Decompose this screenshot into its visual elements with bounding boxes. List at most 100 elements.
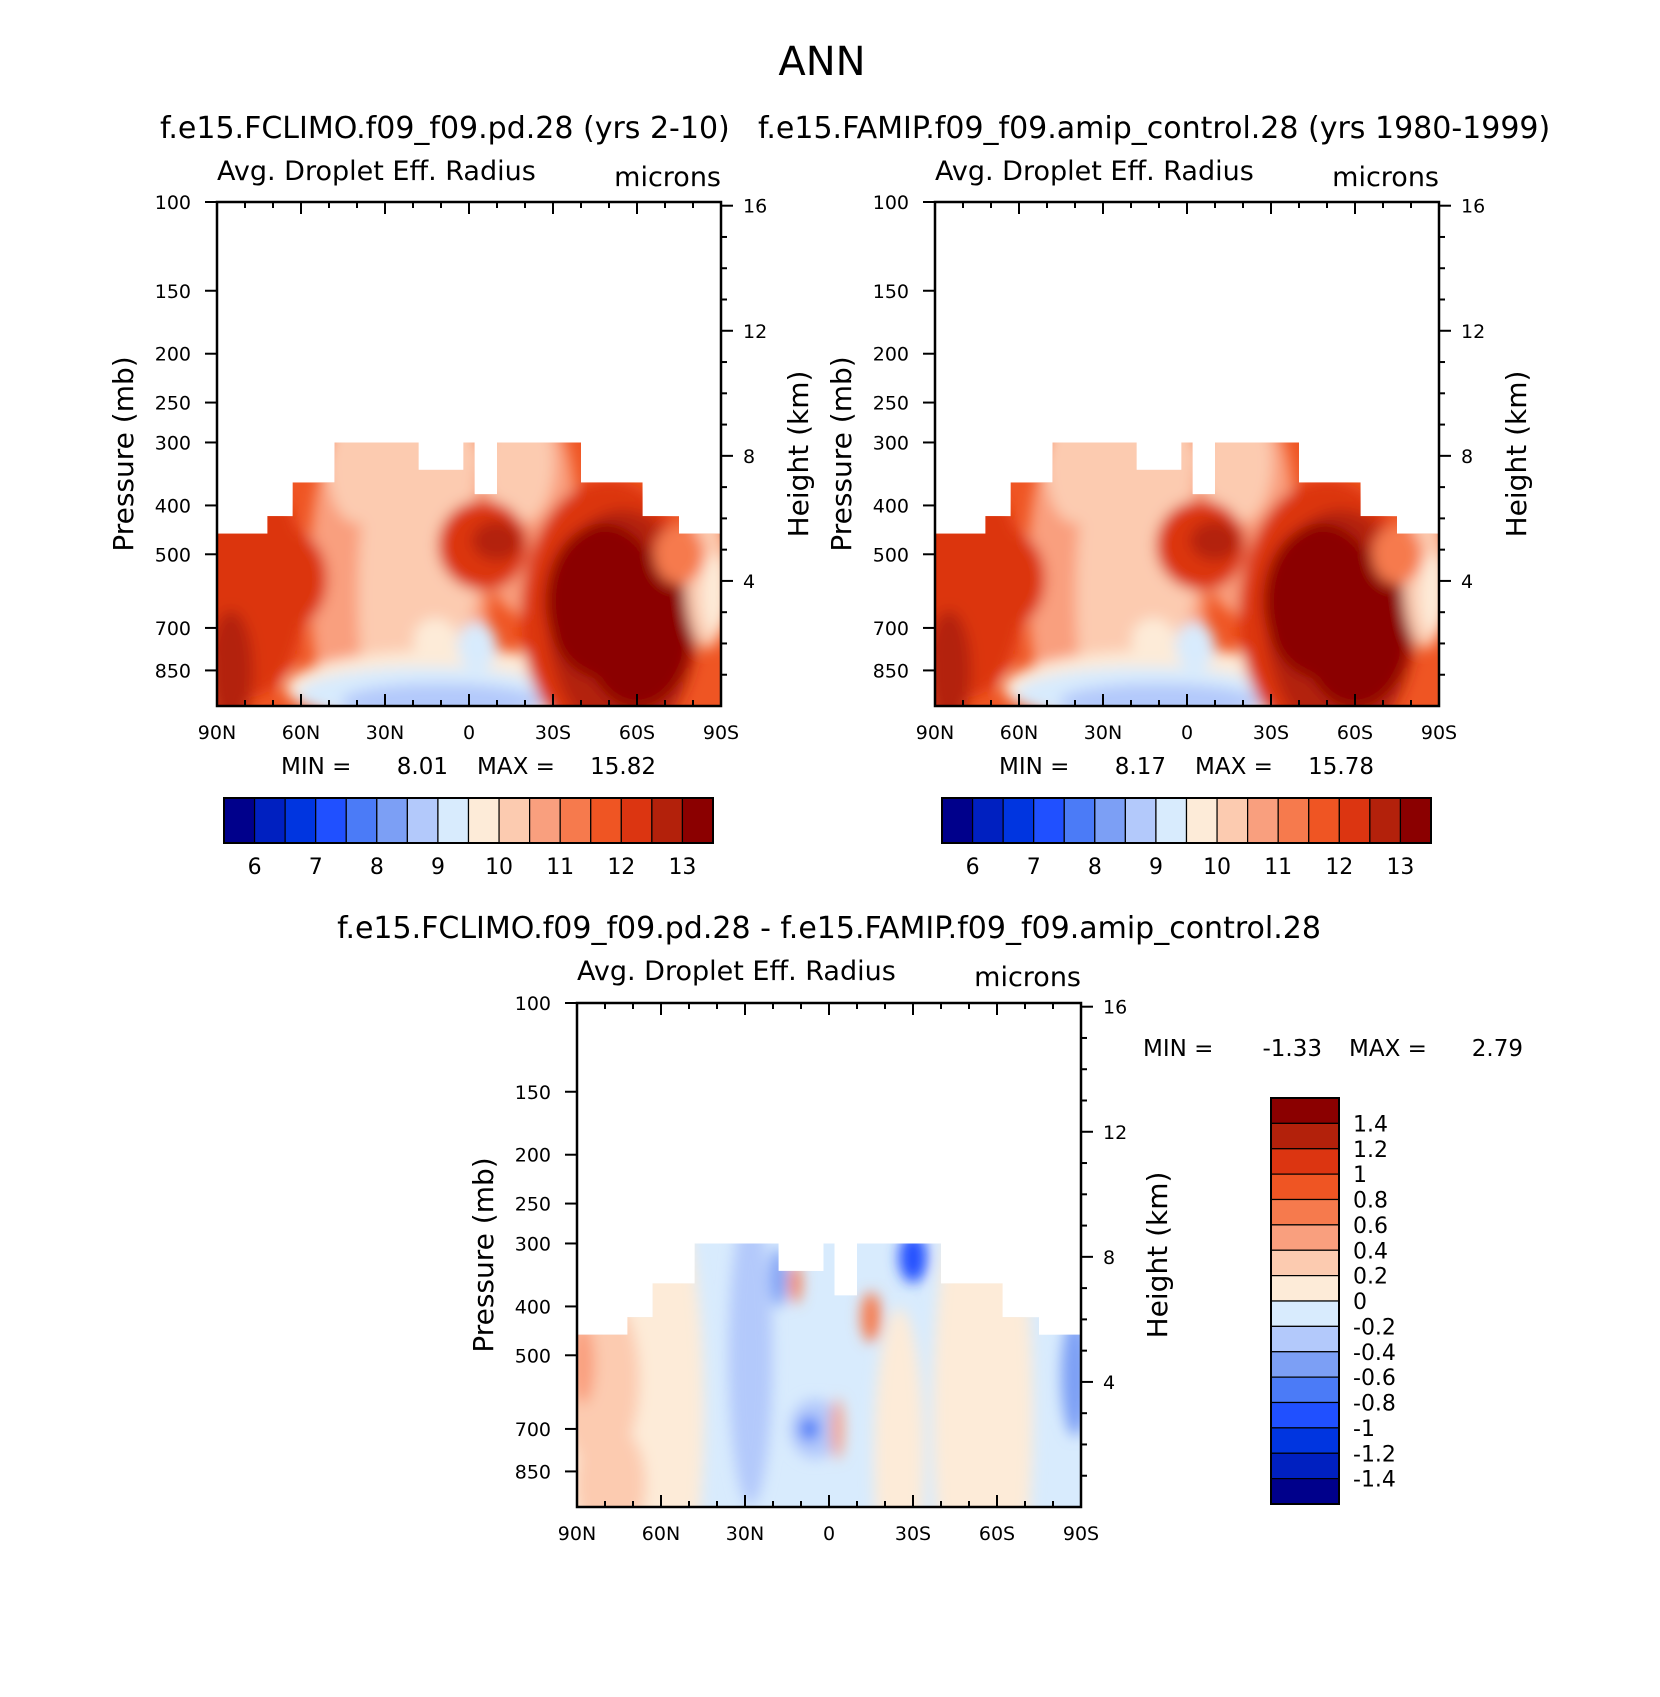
colorbar-swatch <box>1369 797 1402 844</box>
test-max-label: MAX = <box>477 754 555 780</box>
x-tick-label: 90S <box>703 722 739 744</box>
y-tick-label: 150 <box>155 281 191 303</box>
colorbar-tick-label: -1 <box>1353 1417 1375 1442</box>
contour-region <box>1190 520 1240 561</box>
x-tick-label: 30N <box>366 722 404 744</box>
colorbar-swatch <box>1270 1122 1340 1150</box>
y-tick-label: 700 <box>873 618 909 640</box>
colorbar-tick-label: 10 <box>1203 855 1231 880</box>
colorbar-tick-label: 7 <box>1027 855 1041 880</box>
y-tick-label: 250 <box>155 393 191 415</box>
colorbar-swatch <box>1270 1427 1340 1454</box>
y-tick-label: 100 <box>155 192 191 214</box>
y-tick-label: 500 <box>515 1345 551 1367</box>
difference-units-label: microns <box>974 962 1081 993</box>
colorbar-swatch <box>345 797 378 844</box>
control-axes: 90N 60N 30N 0 30S 60S 90S 100 150 200 250 300 400 500… <box>873 192 1485 744</box>
colorbar-frame <box>223 797 714 844</box>
contour-region <box>770 1247 787 1308</box>
colorbar-tick-label: -0.6 <box>1353 1366 1396 1391</box>
colorbar-swatch <box>1216 797 1249 844</box>
contour-region <box>217 610 253 706</box>
difference-variable-title: Avg. Droplet Eff. Radius <box>577 956 896 987</box>
colorbar-frame <box>1270 1097 1340 1505</box>
contour-region <box>545 523 662 680</box>
x-tick-label: 60S <box>1337 722 1373 744</box>
colorbar-tick-label: 11 <box>1264 855 1292 880</box>
x-tick-label: 30S <box>895 1523 931 1545</box>
colorbar-tick-label: 0.8 <box>1353 1189 1388 1214</box>
colorbar-swatch <box>437 797 470 844</box>
contour-region <box>799 1416 820 1441</box>
colorbar-tick-label: 0.6 <box>1353 1214 1388 1239</box>
y-tick-label: 150 <box>515 1082 551 1104</box>
x-tick-label: 90N <box>198 722 236 744</box>
contour-region <box>933 1243 1033 1507</box>
colorbar-swatch <box>1270 1097 1340 1124</box>
colorbar-swatch <box>651 797 684 844</box>
height-tick-label: 12 <box>743 321 767 343</box>
contour-region <box>1263 523 1380 680</box>
contour-region <box>327 442 387 524</box>
x-tick-label: 90S <box>1063 1523 1099 1545</box>
contour-region <box>789 1263 802 1304</box>
colorbar-swatch <box>253 797 286 844</box>
control-height-axis-title: Height (km) <box>1500 371 1533 538</box>
colorbar-swatch <box>971 797 1004 844</box>
colorbar-tick-label: 11 <box>546 855 574 880</box>
test-colorbar: 6 7 8 9 10 11 12 13 <box>223 797 714 880</box>
colorbar-swatch <box>1270 1351 1340 1378</box>
test-pressure-axis-title: Pressure (mb) <box>107 356 140 551</box>
y-tick-label: 850 <box>155 660 191 682</box>
colorbar-swatch <box>1002 797 1035 844</box>
colorbar-tick-label: 6 <box>248 855 262 880</box>
colorbar-swatch <box>941 797 974 844</box>
difference-height-axis-title: Height (km) <box>1141 1172 1174 1339</box>
y-tick-label: 850 <box>515 1461 551 1483</box>
colorbar-swatch <box>1399 797 1432 844</box>
colorbar-swatch <box>1270 1478 1340 1505</box>
y-tick-label: 250 <box>515 1194 551 1216</box>
control-colorbar: 6 7 8 9 10 11 12 13 <box>941 797 1432 880</box>
contour-region <box>1045 442 1105 524</box>
test-panel: f.e15.FCLIMO.f09_f09.pd.28 (yrs 2-10) Av… <box>107 111 815 880</box>
colorbar-swatch <box>1270 1452 1340 1480</box>
field-layer <box>577 1243 1081 1507</box>
height-tick-label: 16 <box>1103 997 1127 1019</box>
control-panel: f.e15.FAMIP.f09_f09.amip_control.28 (yrs… <box>758 111 1550 880</box>
contour-region <box>484 442 555 524</box>
x-tick-label: 60S <box>979 1523 1015 1545</box>
colorbar-swatch <box>223 797 256 844</box>
height-tick-label: 4 <box>1461 571 1473 593</box>
x-tick-label: 30N <box>1084 722 1122 744</box>
y-tick-label: 150 <box>873 281 909 303</box>
difference-min-label: MIN = <box>1143 1036 1213 1062</box>
height-tick-label: 4 <box>1103 1372 1115 1394</box>
x-tick-label: 60N <box>1000 722 1038 744</box>
colorbar-tick-label: -1.2 <box>1353 1442 1396 1467</box>
colorbar-tick-label: 1.2 <box>1353 1138 1388 1163</box>
y-tick-label: 250 <box>873 393 909 415</box>
colorbar-swatch <box>1270 1300 1340 1327</box>
height-tick-label: 8 <box>1103 1247 1115 1269</box>
colorbar-swatch <box>1270 1325 1340 1353</box>
colorbar-swatch <box>1155 797 1188 844</box>
colorbar-swatch <box>1270 1401 1340 1429</box>
colorbar-swatch <box>529 797 561 844</box>
contour-region <box>413 618 458 663</box>
figure-title: ANN <box>778 39 865 85</box>
colorbar-tick-label: 6 <box>966 855 980 880</box>
colorbar-tick-label: 9 <box>1149 855 1163 880</box>
difference-max-label: MAX = <box>1349 1036 1427 1062</box>
contour-region <box>965 529 1045 630</box>
colorbar-tick-label: 7 <box>309 855 323 880</box>
y-tick-label: 200 <box>873 344 909 366</box>
x-tick-label: 60N <box>642 1523 680 1545</box>
colorbar-tick-label: 1 <box>1353 1163 1367 1188</box>
x-tick-label: 90N <box>558 1523 596 1545</box>
contour-region <box>728 1243 773 1506</box>
colorbar-swatch <box>620 797 653 844</box>
colorbar-swatch <box>1277 797 1310 844</box>
colorbar-tick-label: 8 <box>1088 855 1102 880</box>
